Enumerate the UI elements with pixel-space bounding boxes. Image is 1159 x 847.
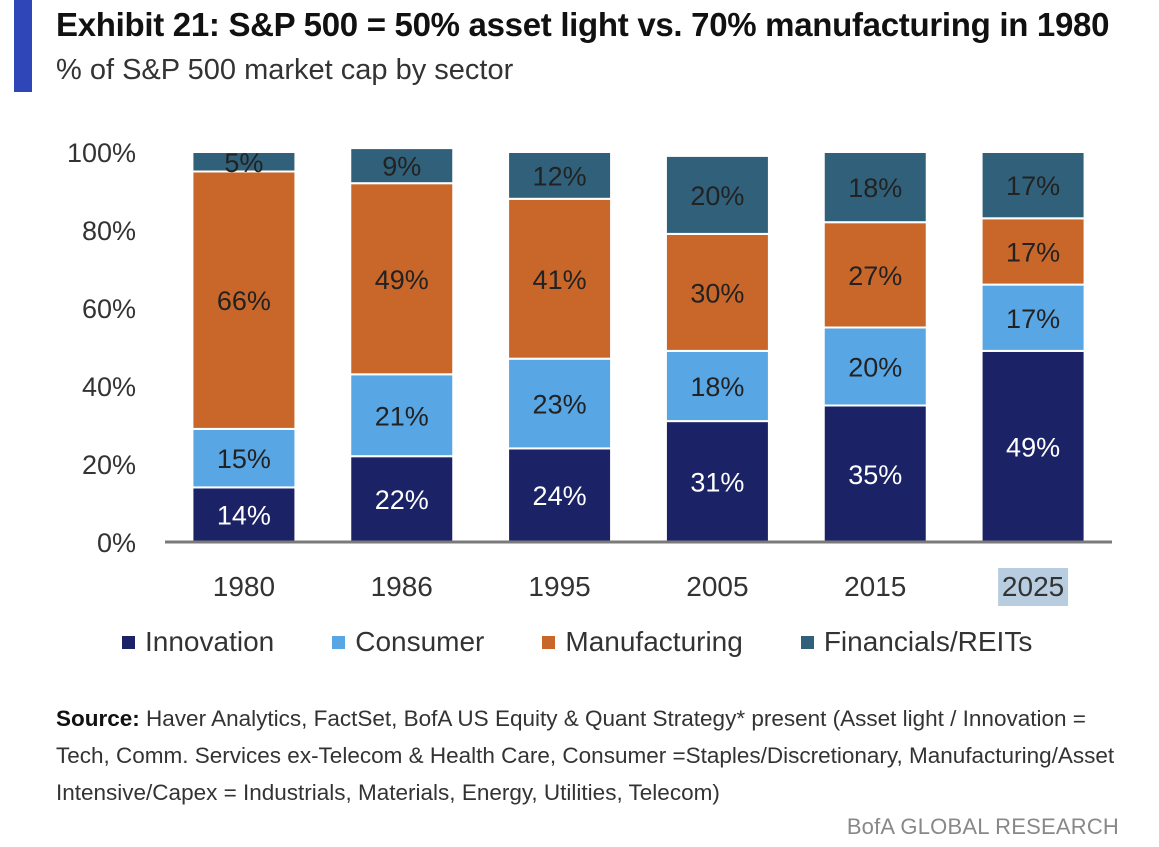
bar-segment-financials-reits — [980, 151, 1086, 220]
data-label: 18% — [690, 372, 744, 402]
bar-segment-innovation — [664, 420, 770, 544]
legend-swatch-innovation — [122, 635, 135, 649]
data-label: 14% — [217, 501, 271, 531]
bar-segment-manufacturing — [349, 182, 455, 376]
legend-item-innovation: Innovation — [122, 626, 274, 658]
data-label: 17% — [1006, 171, 1060, 201]
legend-label-innovation: Innovation — [145, 626, 275, 657]
accent-bar — [14, 0, 32, 92]
y-tick-label: 80% — [82, 216, 136, 246]
data-label: 17% — [1006, 237, 1060, 267]
data-label: 5% — [224, 148, 263, 178]
data-label: 22% — [375, 485, 429, 515]
data-label: 41% — [533, 265, 587, 295]
legend-item-financials: Financials/REITs — [800, 626, 1033, 658]
chart-subtitle: % of S&P 500 market cap by sector — [56, 54, 514, 86]
bar-segment-financials-reits — [349, 147, 455, 185]
bar-segment-manufacturing — [980, 217, 1086, 286]
y-tick-label: 40% — [82, 372, 136, 402]
x-tick-label: 1986 — [371, 571, 433, 602]
data-label: 49% — [1006, 432, 1060, 462]
data-label: 18% — [848, 173, 902, 203]
bar-segment-innovation — [191, 486, 297, 543]
data-label: 66% — [217, 286, 271, 316]
data-label: 35% — [848, 460, 902, 490]
legend-swatch-consumer — [332, 635, 346, 649]
bar-segment-innovation — [980, 349, 1086, 543]
x-tick-label: 1995 — [528, 571, 590, 602]
stacked-bar-chart: 0% 20% 40% 60% 80% 100% 14% 15% 66% 5% 1980 22% 21% 4… — [67, 138, 1112, 606]
data-label: 20% — [848, 353, 902, 383]
bar-segment-innovation — [507, 447, 613, 543]
source-text: Haver Analytics, FactSet, BofA US Equity… — [56, 706, 1115, 805]
bar-segment-financials-reits — [822, 151, 928, 224]
data-label: 27% — [848, 261, 902, 291]
data-label: 24% — [533, 481, 587, 511]
y-tick-label: 100% — [67, 138, 136, 168]
data-label: 20% — [690, 181, 744, 211]
data-label: 30% — [690, 278, 744, 308]
legend-swatch-financials — [800, 635, 814, 649]
legend-label-financials: Financials/REITs — [823, 626, 1033, 657]
bar-segment-consumer — [191, 427, 297, 489]
bar-segment-manufacturing — [822, 221, 928, 329]
data-label: 9% — [382, 152, 421, 182]
bar-segment-innovation — [822, 404, 928, 543]
bar-segment-consumer — [349, 373, 455, 458]
x-tick-label: 2015 — [844, 571, 906, 602]
y-tick-label: 0% — [97, 528, 136, 558]
category-highlight — [998, 568, 1069, 606]
bar-segment-financials-reits — [664, 154, 770, 235]
legend: Innovation Consumer Manufacturing Financ… — [122, 626, 1090, 658]
source-note: Source: Haver Analytics, FactSet, BofA U… — [56, 700, 1116, 811]
data-label: 23% — [533, 390, 587, 420]
x-tick-label: 2025 — [1002, 571, 1064, 602]
x-tick-label: 1980 — [213, 571, 275, 602]
bar-segment-consumer — [507, 357, 613, 450]
data-label: 15% — [217, 444, 271, 474]
y-tick-label: 20% — [82, 450, 136, 480]
chart-title: Exhibit 21: S&P 500 = 50% asset light vs… — [56, 6, 1110, 43]
bar-segment-consumer — [822, 326, 928, 407]
footer-brand: BofA GLOBAL RESEARCH — [846, 814, 1119, 839]
data-label: 49% — [375, 265, 429, 295]
legend-swatch-manufacturing — [542, 635, 556, 649]
y-tick-label: 60% — [82, 294, 136, 324]
legend-item-manufacturing: Manufacturing — [542, 626, 743, 658]
bar-segment-consumer — [664, 349, 770, 423]
bar-segment-manufacturing — [664, 232, 770, 352]
x-tick-label: 2005 — [686, 571, 748, 602]
legend-label-manufacturing: Manufacturing — [565, 626, 743, 657]
legend-label-consumer: Consumer — [355, 626, 485, 657]
data-label: 12% — [533, 161, 587, 191]
bar-segment-financials-reits — [507, 151, 613, 200]
data-label: 17% — [1006, 304, 1060, 334]
data-label: 31% — [690, 468, 744, 498]
legend-item-consumer: Consumer — [332, 626, 484, 658]
bar-segment-financials-reits — [191, 151, 297, 173]
source-label: Source: — [56, 706, 140, 731]
data-label: 21% — [375, 401, 429, 431]
